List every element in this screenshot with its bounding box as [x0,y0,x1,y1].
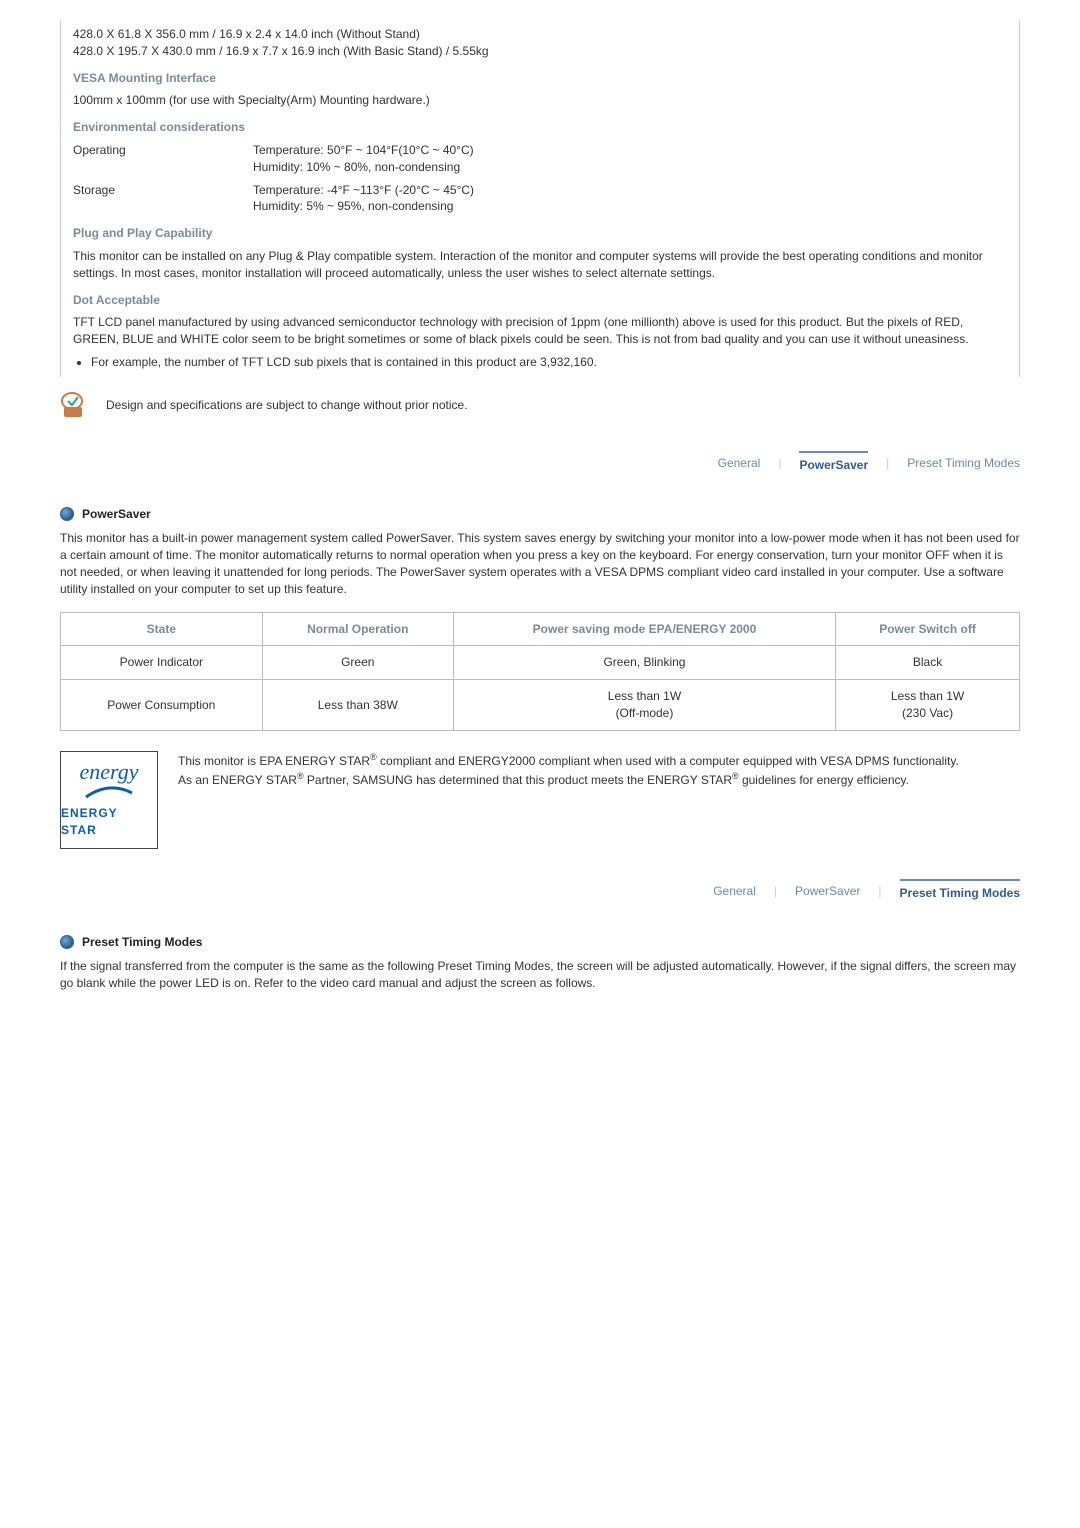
preset-heading: Preset Timing Modes [60,934,1020,951]
ps-r2c2: Less than 38W [262,680,453,731]
storage-label: Storage [73,182,213,216]
ps-h-off: Power Switch off [836,612,1020,646]
ps-r1c4: Black [836,646,1020,680]
note-icon [60,391,90,421]
operating-label: Operating [73,142,213,176]
tab-powersaver[interactable]: PowerSaver [799,451,868,476]
energy-swoosh-icon [84,783,134,801]
dot-body: TFT LCD panel manufactured by using adva… [73,314,1007,348]
tab-general[interactable]: General [713,881,756,902]
energy-l2c: guidelines for energy efficiency. [739,773,909,787]
storage-row: Storage Temperature: -4°F ~113°F (-20°C … [73,182,1007,216]
dimensions-line2: 428.0 X 195.7 X 430.0 mm / 16.9 x 7.7 x … [73,43,1007,60]
energy-l2b: Partner, SAMSUNG has determined that thi… [304,773,732,787]
dot-bullet: For example, the number of TFT LCD sub p… [91,354,1007,371]
tabs-row-1: General | PowerSaver | Preset Timing Mod… [60,451,1020,476]
reg-icon: ® [732,771,739,781]
ps-h-normal: Normal Operation [262,612,453,646]
operating-temp: Temperature: 50°F ~ 104°F(10°C ~ 40°C) [253,142,474,159]
preset-title: Preset Timing Modes [82,934,202,951]
powersaver-heading: PowerSaver [60,506,1020,523]
energy-row: energy ENERGY STAR This monitor is EPA E… [60,751,1020,849]
powersaver-body: This monitor has a built-in power manage… [60,530,1020,597]
tab-sep: | [778,455,781,472]
vesa-title: VESA Mounting Interface [73,70,1007,87]
dimensions-line1: 428.0 X 61.8 X 356.0 mm / 16.9 x 2.4 x 1… [73,26,1007,43]
energy-badge-bottom: ENERGY STAR [61,805,157,839]
dot-title: Dot Acceptable [73,292,1007,309]
vesa-body: 100mm x 100mm (for use with Specialty(Ar… [73,92,1007,109]
operating-row: Operating Temperature: 50°F ~ 104°F(10°C… [73,142,1007,176]
ps-r1c2: Green [262,646,453,680]
design-note-row: Design and specifications are subject to… [60,391,1020,421]
energy-badge-top: energy [79,761,138,783]
ps-r1c3: Green, Blinking [453,646,835,680]
ps-r2c1: Power Consumption [61,680,263,731]
ps-h-state: State [61,612,263,646]
pnp-title: Plug and Play Capability [73,225,1007,242]
powersaver-table: State Normal Operation Power saving mode… [60,612,1020,731]
energy-l2a: As an ENERGY STAR [178,773,297,787]
tab-powersaver[interactable]: PowerSaver [795,881,860,902]
ps-r2c3: Less than 1W (Off-mode) [453,680,835,731]
reg-icon: ® [370,752,377,762]
storage-temp: Temperature: -4°F ~113°F (-20°C ~ 45°C) [253,182,474,199]
tabs-row-2: General | PowerSaver | Preset Timing Mod… [60,879,1020,904]
bullet-icon [60,935,74,949]
ps-r2c4: Less than 1W (230 Vac) [836,680,1020,731]
storage-hum: Humidity: 5% ~ 95%, non-condensing [253,198,474,215]
energy-l1b: compliant and ENERGY2000 compliant when … [377,754,959,768]
preset-body: If the signal transferred from the compu… [60,958,1020,992]
energy-text: This monitor is EPA ENERGY STAR® complia… [178,751,959,789]
tab-sep: | [886,455,889,472]
tab-preset[interactable]: Preset Timing Modes [900,879,1020,904]
tab-preset[interactable]: Preset Timing Modes [907,453,1020,474]
bullet-icon [60,507,74,521]
env-title: Environmental considerations [73,119,1007,136]
tab-general[interactable]: General [718,453,761,474]
ps-h-saving: Power saving mode EPA/ENERGY 2000 [453,612,835,646]
pnp-body: This monitor can be installed on any Plu… [73,248,1007,282]
energy-star-badge: energy ENERGY STAR [60,751,158,849]
tab-sep: | [878,883,881,900]
reg-icon: ® [297,771,304,781]
operating-hum: Humidity: 10% ~ 80%, non-condensing [253,159,474,176]
ps-r1c1: Power Indicator [61,646,263,680]
powersaver-title: PowerSaver [82,506,151,523]
energy-l1a: This monitor is EPA ENERGY STAR [178,754,370,768]
tab-sep: | [774,883,777,900]
specs-block: 428.0 X 61.8 X 356.0 mm / 16.9 x 2.4 x 1… [60,20,1020,377]
design-note: Design and specifications are subject to… [106,397,468,414]
